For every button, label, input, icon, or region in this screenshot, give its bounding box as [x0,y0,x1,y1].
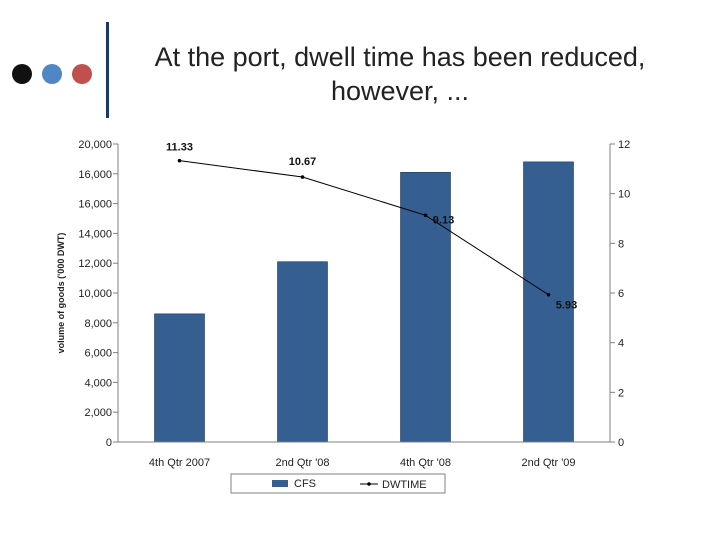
dwtime-data-label: 10.67 [289,156,317,168]
legend: CFS DWTIME [230,473,446,494]
legend-dwtime-label: DWTIME [382,479,427,491]
title-divider [106,22,109,118]
left-tick-label: 6,000 [84,348,112,360]
title-line-2: however, ... [330,76,470,106]
y-axis-label: volume of goods ('000 DWT) [56,233,66,354]
cfs-bar [154,313,205,443]
left-tick-label: 16,000 [78,169,112,181]
right-tick-label: 6 [618,288,624,300]
category-label: 2nd Qtr '08 [275,457,329,469]
dwtime-polyline [179,160,549,296]
dwtime-data-label: 11.33 [166,142,193,154]
left-tick-label: 14,000 [78,228,112,240]
category-labels: 4th Qtr 2007 2nd Qtr '08 4th Qtr '08 2nd Qt… [149,457,576,469]
legend-box [230,473,446,494]
cfs-bar [277,261,328,443]
cfs-bar [400,172,451,443]
dwtime-data-label: 9.13 [433,214,454,226]
legend-dwtime-marker [367,482,371,486]
red-dot-icon [72,64,92,84]
left-tick-label: 0 [106,437,112,449]
left-tick-label: 8,000 [84,318,112,330]
left-tick-label: 20,000 [78,139,112,151]
right-tick-label: 0 [618,437,624,449]
title-line-1: At the port, dwell time has been reduced… [154,42,646,72]
right-tick-label: 4 [618,338,624,350]
dwtime-point [300,175,305,179]
dwtime-point [177,158,182,163]
legend-cfs-swatch [272,480,288,487]
cfs-bar [523,161,574,443]
right-tick-label: 8 [618,238,624,250]
blue-dot-icon [42,64,62,84]
dwtime-point [546,292,551,297]
y-axis-label-group: volume of goods ('000 DWT) [56,233,66,354]
left-tick-label: 12,000 [78,258,112,270]
dwtime-data-label: 5.93 [556,300,577,312]
category-label: 4th Qtr '08 [400,457,451,469]
category-label: 4th Qtr 2007 [149,457,210,469]
right-tick-label: 10 [618,189,630,201]
left-tick-label: 10,000 [78,288,112,300]
black-dot-icon [12,64,32,84]
dwtime-line: 11.33 10.67 9.13 5.93 [166,142,577,312]
dwtime-point [423,213,428,218]
left-tick-label: 2,000 [84,407,112,419]
axes [117,144,611,443]
category-label: 2nd Qtr '09 [521,457,575,469]
decorative-dots [12,64,94,88]
left-tick-label: 16,000 [78,199,112,211]
slide-title: At the port, dwell time has been reduced… [120,40,680,108]
left-axis-ticks: 0 2,000 4,000 6,000 8,000 10,000 12,000 14,000 1… [78,139,118,449]
right-axis-ticks: 0 2 4 6 8 10 12 [610,139,630,449]
right-tick-label: 2 [618,387,624,399]
cfs-bars [154,161,574,443]
left-tick-label: 4,000 [84,377,112,389]
legend-cfs-label: CFS [294,478,316,490]
right-tick-label: 12 [618,139,630,151]
